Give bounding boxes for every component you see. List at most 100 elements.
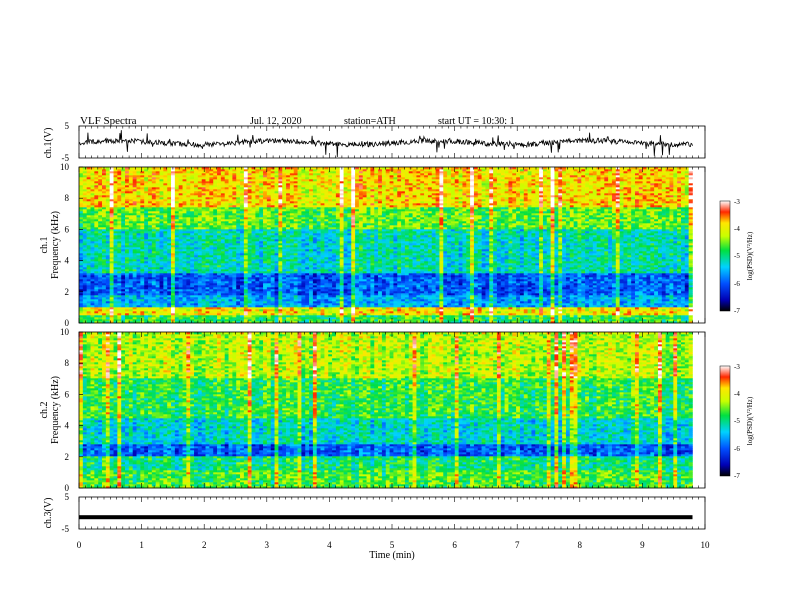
spectrogram-cell [171, 261, 175, 263]
spectrogram-cell [225, 315, 229, 317]
spectrogram-cell [551, 269, 555, 271]
spectrogram-cell [669, 271, 673, 273]
spectrogram-cell [612, 285, 616, 287]
spectrogram-cell [313, 289, 317, 291]
spectrogram-cell [152, 311, 156, 313]
spectrogram-cell [478, 307, 482, 309]
spectrogram-cell [585, 297, 589, 299]
spectrogram-cell [451, 299, 455, 301]
spectrogram-cell [121, 309, 125, 311]
spectrogram-cell [324, 287, 328, 289]
spectrogram-cell [163, 317, 167, 319]
spectrogram-cell [125, 305, 129, 307]
spectrogram-cell [213, 265, 217, 267]
spectrogram-cell [163, 293, 167, 295]
spectrogram-cell [616, 269, 620, 271]
spectrogram-cell [110, 279, 114, 281]
spectrogram-cell [646, 263, 650, 265]
spectrogram-cell [114, 261, 118, 263]
spectrogram-cell [121, 317, 125, 319]
spectrogram-cell [351, 287, 355, 289]
spectrogram-cell [271, 261, 275, 263]
spectrogram-cell [455, 281, 459, 283]
spectrogram-cell [597, 295, 601, 297]
spectrogram-cell [524, 311, 528, 313]
spectrogram-cell [413, 307, 417, 309]
spectrogram-cell [340, 277, 344, 279]
spectrogram-cell [413, 297, 417, 299]
spectrogram-cell [685, 287, 689, 289]
spectrogram-cell [390, 299, 394, 301]
spectrogram-cell [612, 275, 616, 277]
spectrogram-cell [282, 289, 286, 291]
spectrogram-cell [432, 273, 436, 275]
spectrogram-cell [232, 301, 236, 303]
spectrogram-cell [681, 287, 685, 289]
spectrogram-cell [390, 311, 394, 313]
spectrogram-cell [451, 305, 455, 307]
spectrogram-cell [79, 289, 83, 291]
spectrogram-cell [397, 267, 401, 269]
spectrogram-cell [248, 311, 252, 313]
spectrogram-cell [301, 293, 305, 295]
spectrogram-cell [355, 273, 359, 275]
spectrogram-cell [244, 283, 248, 285]
spectrogram-cell [474, 299, 478, 301]
spectrogram-cell [186, 305, 190, 307]
spectrogram-cell [390, 307, 394, 309]
spectrogram-cell [206, 319, 210, 321]
spectrogram-cell [646, 307, 650, 309]
spectrogram-cell [390, 265, 394, 267]
spectrogram-cell [558, 287, 562, 289]
spectrogram-cell [390, 303, 394, 305]
spectrogram-cell [455, 289, 459, 291]
spectrogram-cell [397, 305, 401, 307]
spectrogram-cell [133, 259, 137, 261]
spectrogram-cell [581, 265, 585, 267]
spectrogram-cell [524, 263, 528, 265]
spectrogram-cell [301, 279, 305, 281]
date-label: Jul. 12, 2020 [250, 116, 302, 127]
spectrogram-cell [125, 267, 129, 269]
spectrogram-cell [175, 301, 179, 303]
spectrogram-cell [600, 263, 604, 265]
spectrogram-cell [470, 299, 474, 301]
spectrogram-cell [409, 263, 413, 265]
spectrogram-cell [351, 289, 355, 291]
spectrogram-cell [612, 297, 616, 299]
spectrogram-cell [232, 305, 236, 307]
spectrogram-cell [597, 301, 601, 303]
spectrogram-cell [225, 303, 229, 305]
spectrogram-cell [290, 313, 294, 315]
spectrogram-cell [558, 267, 562, 269]
spectrogram-cell [144, 265, 148, 267]
spectrogram-cell [547, 273, 551, 275]
spectrogram-cell [382, 317, 386, 319]
spectrogram-cell [470, 267, 474, 269]
spectrogram-cell [267, 277, 271, 279]
spectrogram-cell [646, 269, 650, 271]
spectrogram-cell [455, 315, 459, 317]
spectrogram-cell [466, 285, 470, 287]
spectrogram-cell [677, 297, 681, 299]
spectrogram-cell [516, 309, 520, 311]
spectrogram-cell [290, 297, 294, 299]
spectrogram-cell [186, 287, 190, 289]
spectrogram-cell [581, 291, 585, 293]
spectrogram-cell [516, 289, 520, 291]
spectrogram-cell [133, 285, 137, 287]
spectrogram-cell [94, 289, 98, 291]
spectrogram-cell [332, 311, 336, 313]
spectrogram-cell [275, 317, 279, 319]
spectrogram-cell [367, 309, 371, 311]
spectrogram-cell [259, 281, 263, 283]
spectrogram-cell [190, 279, 194, 281]
spectrogram-cell [313, 309, 317, 311]
spectrogram-cell [528, 287, 532, 289]
spectrogram-cell [623, 315, 627, 317]
spectrogram-cell [144, 285, 148, 287]
spectrogram-cell [466, 289, 470, 291]
spectrogram-cell [577, 277, 581, 279]
spectrogram-cell [462, 269, 466, 271]
spectrogram-cell [439, 299, 443, 301]
